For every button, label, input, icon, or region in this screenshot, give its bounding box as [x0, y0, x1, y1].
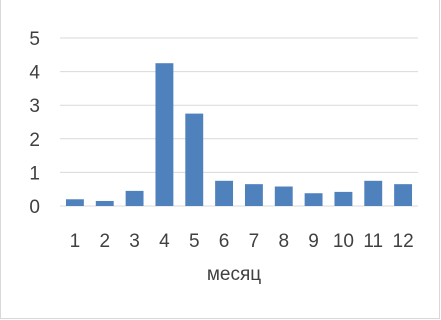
bar-10	[334, 191, 353, 206]
bar-1	[65, 199, 84, 206]
x-tick-label: 8	[278, 231, 289, 252]
y-tick-label: 3	[29, 96, 40, 117]
y-tick-label: 2	[29, 130, 40, 151]
bar-3	[125, 190, 144, 206]
bar-7	[244, 184, 263, 206]
x-tick-label: 6	[219, 231, 230, 252]
bar-8	[274, 186, 293, 206]
x-axis-ticks: 1 2 3 4 5 6 7 8 9 10 11 12	[70, 231, 414, 252]
bar-6	[215, 180, 234, 206]
bar-5	[185, 113, 204, 206]
bar-2	[95, 200, 114, 206]
y-tick-label: 4	[29, 63, 40, 84]
bar-9	[304, 193, 323, 206]
bar-12	[394, 184, 413, 206]
x-tick-label: 3	[129, 231, 140, 252]
y-tick-label: 1	[29, 163, 40, 184]
x-tick-label: 4	[159, 231, 170, 252]
bar-11	[364, 180, 383, 206]
y-axis-ticks: 0 1 2 3 4 5	[29, 29, 40, 218]
x-axis-title: месяц	[207, 264, 261, 285]
y-tick-label: 5	[29, 29, 40, 50]
bar-4	[155, 63, 174, 207]
x-tick-label: 11	[363, 231, 383, 252]
y-tick-label: 0	[29, 197, 40, 218]
bars	[65, 63, 413, 207]
gridlines	[60, 37, 418, 207]
x-tick-label: 2	[99, 231, 110, 252]
x-tick-label: 10	[333, 231, 354, 252]
x-tick-label: 1	[70, 231, 81, 252]
x-tick-label: 5	[189, 231, 200, 252]
x-tick-label: 7	[249, 231, 260, 252]
x-tick-label: 12	[393, 231, 414, 252]
x-tick-label: 9	[308, 231, 319, 252]
